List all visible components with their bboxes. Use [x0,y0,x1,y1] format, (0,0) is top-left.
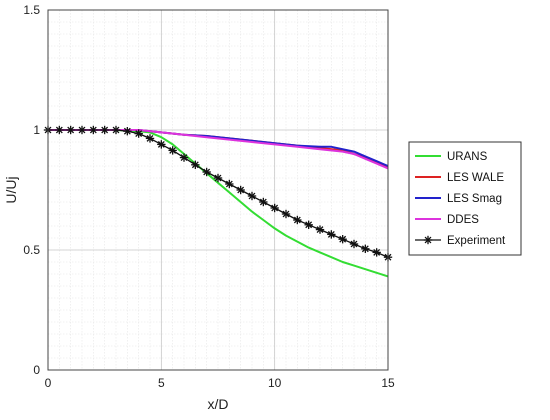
legend-label: DDES [447,214,479,226]
y-tick-label: 0 [33,363,40,377]
data-point-experiment [213,173,223,183]
legend-label: URANS [447,151,488,163]
data-point-experiment [259,197,268,207]
x-tick-label: 5 [158,376,165,390]
legend-label: LES Smag [447,193,502,205]
y-tick-label: 1 [33,123,40,137]
data-point-experiment [191,160,200,169]
legend-item-experiment: Experiment [415,235,506,247]
data-point-experiment [168,146,177,155]
x-tick-label: 15 [381,376,395,390]
legend-item-ddes: DDES [415,214,479,226]
y-axis-label: U/Uj [3,176,19,203]
data-point-experiment [77,125,87,135]
data-point-experiment [111,125,121,135]
data-point-experiment [202,167,211,177]
data-point-experiment [349,239,359,249]
data-point-experiment [123,127,132,136]
legend-item-les-smag: LES Smag [415,193,502,205]
data-point-experiment [55,125,64,135]
data-point-experiment [327,230,336,239]
legend-label: LES WALE [447,172,504,184]
data-point-experiment [315,225,325,234]
data-point-experiment [281,209,291,219]
x-tick-label: 10 [268,376,282,390]
data-point-experiment [247,191,257,201]
plot-frame [47,9,389,371]
legend: URANS LES WALE LES Smag DDES Experiment [408,141,522,256]
data-point-experiment [179,153,189,162]
x-tick-label: 0 [45,376,52,390]
legend-marker [423,235,433,245]
series-line-urans [48,129,389,278]
data-point-experiment [270,203,279,213]
y-tick-label: 1.5 [23,3,40,17]
data-point-experiment [66,125,75,135]
data-point-experiment [338,235,347,244]
x-axis-label: x/D [208,396,229,412]
data-point-experiment [361,244,370,253]
data-point-experiment [236,185,245,195]
data-point-experiment [293,215,302,225]
data-point-experiment [304,220,313,229]
legend-item-les-wale: LES WALE [415,172,504,184]
tick-labels: 0 5 10 15 0 0.5 1 1.5 [23,3,395,390]
data-point-experiment [145,134,155,143]
y-tick-label: 0.5 [23,243,40,257]
legend-item-urans: URANS [415,151,488,163]
data-point-experiment [134,129,143,138]
legend-label: Experiment [447,235,506,247]
data-point-experiment [100,125,109,135]
data-point-experiment [157,140,166,149]
data-point-experiment [89,125,98,135]
data-point-experiment [372,248,381,257]
data-point-experiment [225,179,234,189]
